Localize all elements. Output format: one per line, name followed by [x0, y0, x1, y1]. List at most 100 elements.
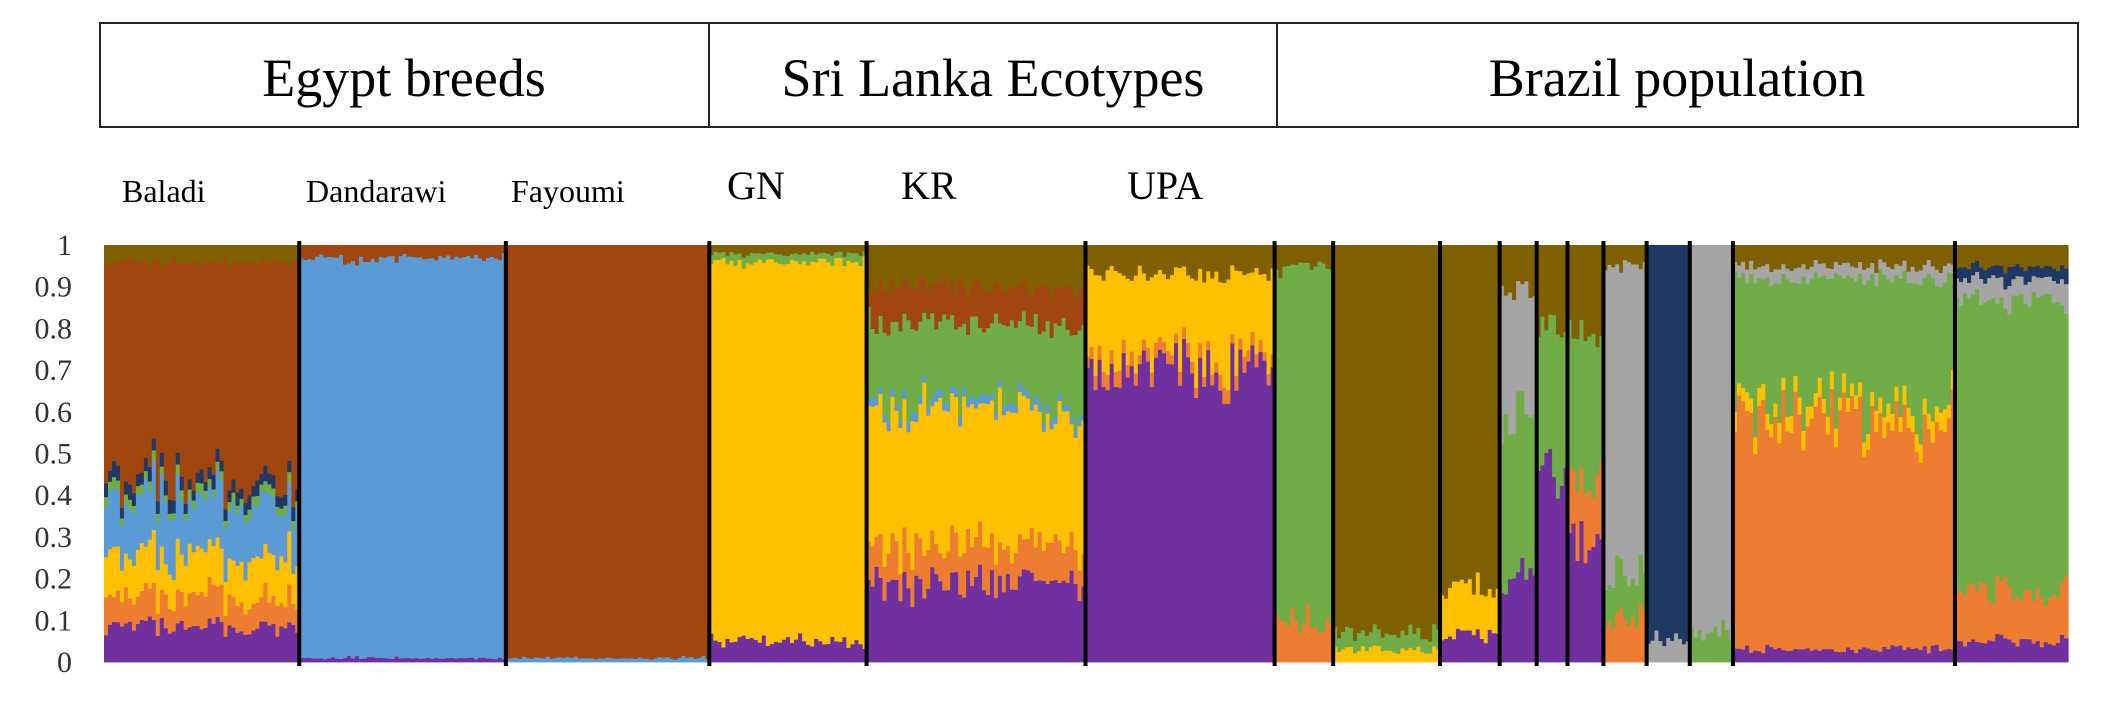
bar-segment-gray: [1777, 269, 1782, 285]
bar-segment-blue: [906, 421, 911, 433]
bar-segment-orange: [279, 602, 284, 627]
bar-segment-orange: [1161, 341, 1167, 354]
individual-bar: [1005, 245, 1011, 663]
individual-bar: [1717, 245, 1722, 663]
bar-segment-olive: [263, 245, 268, 261]
bar-segment-olive: [1017, 245, 1023, 284]
bar-segment-orange: [147, 588, 153, 617]
individual-bar: [414, 245, 420, 663]
bar-segment-purple: [366, 656, 372, 663]
bar-segment-purple: [1174, 342, 1179, 663]
bar-segment-yellow: [1101, 280, 1107, 373]
bar-segment-green: [950, 314, 955, 386]
bar-segment-purple: [1157, 349, 1163, 663]
bar-segment-blue: [922, 374, 927, 383]
individual-bar: [810, 245, 815, 663]
bar-segment-olive: [107, 245, 113, 264]
bar-segment-orange: [115, 590, 121, 623]
bar-segment-yellow: [1226, 279, 1231, 391]
individual-bar: [1333, 245, 1338, 663]
individual-bar: [621, 245, 627, 663]
bar-segment-green: [271, 488, 276, 498]
bar-segment-yellow: [111, 546, 117, 598]
bar-segment-blue: [1009, 402, 1015, 413]
bar-segment-purple: [1471, 634, 1477, 663]
bar-segment-purple: [1736, 648, 1742, 663]
bar-segment-green: [1290, 264, 1295, 608]
individual-bar: [834, 245, 839, 663]
bar-segment-purple: [323, 659, 328, 663]
bar-segment-navy: [1662, 245, 1667, 647]
bar-segment-yellow: [725, 264, 731, 639]
bar-segment-yellow: [1356, 650, 1362, 663]
bar-segment-yellow: [1025, 398, 1031, 539]
bar-segment-orange: [163, 594, 169, 629]
individual-bar: [362, 245, 368, 663]
individual-bar: [934, 245, 939, 663]
bar-segment-purple: [997, 575, 1003, 663]
individual-bar: [1487, 245, 1493, 663]
bar-segment-green: [1999, 296, 2004, 581]
bar-segment-purple: [378, 657, 384, 663]
bar-segment-navy: [219, 460, 225, 472]
bar-segment-brown: [339, 245, 344, 255]
bar-segment-green: [291, 520, 296, 531]
bar-segment-green: [1424, 639, 1429, 654]
bar-segment-olive: [1611, 245, 1616, 268]
bar-segment-olive: [1222, 245, 1227, 284]
population-block: [1085, 245, 1276, 663]
bar-segment-purple: [1053, 579, 1059, 663]
bar-segment-blue: [354, 265, 360, 657]
bar-segment-gray: [1666, 637, 1671, 663]
bar-segment-olive: [1615, 245, 1620, 265]
bar-segment-yellow: [291, 573, 296, 605]
individual-bar: [1169, 245, 1175, 663]
bar-segment-blue: [231, 501, 237, 561]
bar-segment-olive: [886, 245, 892, 294]
bar-segment-brown: [533, 245, 539, 658]
individual-bar: [207, 245, 213, 663]
bar-segment-green: [235, 505, 241, 515]
bar-segment-olive: [1021, 245, 1027, 277]
bar-segment-orange: [1850, 395, 1855, 650]
individual-bar: [215, 245, 221, 663]
bar-segment-olive: [1349, 245, 1354, 629]
bar-segment-green: [287, 471, 292, 483]
bar-segment-olive: [1503, 245, 1509, 296]
bar-segment-navy: [1958, 267, 1964, 283]
bar-segment-blue: [263, 492, 268, 545]
bar-segment-orange: [1001, 549, 1007, 593]
bar-segment-orange: [211, 584, 217, 624]
bar-segment-brown: [139, 261, 145, 473]
bar-segment-yellow: [231, 560, 237, 598]
bar-segment-purple: [934, 573, 939, 663]
bar-segment-yellow: [1797, 397, 1803, 415]
bar-segment-orange: [1603, 627, 1608, 663]
bar-segment-purple: [769, 643, 775, 663]
bar-segment-olive: [1736, 245, 1742, 266]
bar-segment-green: [191, 500, 197, 509]
bar-segment-orange: [2011, 599, 2017, 643]
bar-segment-olive: [135, 245, 141, 263]
bar-segment-blue: [561, 657, 567, 663]
bar-segment-green: [922, 312, 927, 376]
bar-segment-orange: [1958, 590, 1964, 642]
bar-segment-gray: [1615, 263, 1620, 556]
bar-segment-brown: [466, 245, 471, 257]
bar-segment-green: [993, 313, 999, 413]
bar-segment-olive: [1206, 245, 1211, 272]
bar-segment-olive: [1372, 245, 1378, 625]
bar-segment-yellow: [842, 265, 848, 638]
bar-segment-green: [1392, 634, 1398, 653]
individual-bar: [442, 245, 447, 663]
bar-segment-yellow: [785, 263, 791, 638]
bar-segment-purple: [335, 658, 340, 663]
bar-segment-green: [1005, 326, 1011, 405]
bar-segment-yellow: [1137, 265, 1143, 356]
bar-segment-olive: [745, 245, 751, 256]
individual-bar: [1910, 245, 1916, 663]
individual-bar: [1559, 245, 1565, 663]
bar-segment-olive: [838, 245, 843, 252]
individual-bar: [335, 245, 340, 663]
individual-bar: [505, 245, 511, 663]
